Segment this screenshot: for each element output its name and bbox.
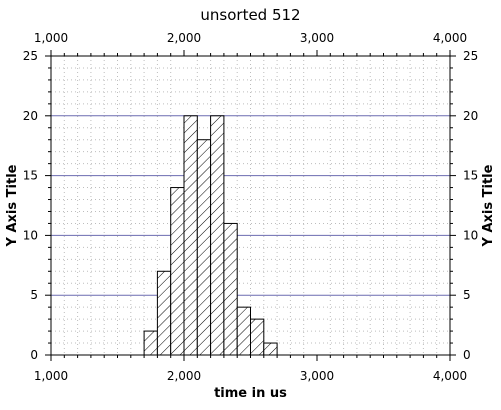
- x-tick-label-bottom: 1,000: [34, 369, 68, 383]
- x-tick-label-top: 2,000: [167, 31, 201, 45]
- histogram-bar: [170, 187, 185, 356]
- y-tick-label-right: 20: [463, 109, 478, 123]
- histogram-bar: [143, 330, 158, 356]
- y-tick-label-right: 10: [463, 228, 478, 242]
- y-axis-title-right: Y Axis Title: [481, 164, 496, 247]
- y-tick-label-left: 15: [23, 169, 38, 183]
- histogram-bar: [250, 318, 265, 356]
- histogram-bar: [236, 306, 251, 356]
- x-tick-label-bottom: 4,000: [433, 369, 467, 383]
- x-tick-label-top: 1,000: [34, 31, 68, 45]
- y-tick-label-left: 10: [23, 228, 38, 242]
- histogram-bar: [156, 270, 172, 356]
- y-tick-label-left: 20: [23, 109, 38, 123]
- y-tick-label-left: 25: [23, 49, 38, 63]
- x-tick-label-bottom: 2,000: [167, 369, 201, 383]
- y-tick-label-left: 5: [30, 288, 38, 302]
- x-tick-label-top: 3,000: [300, 31, 334, 45]
- histogram-bar: [196, 139, 212, 356]
- axes: [45, 50, 456, 361]
- histogram-bar: [263, 342, 278, 356]
- x-tick-label-bottom: 3,000: [300, 369, 334, 383]
- y-tick-label-left: 0: [30, 348, 38, 362]
- labels: 1,000 1,000 2,000 2,000 3,000 3,000 4,000 4,000…: [5, 6, 496, 401]
- grid: [51, 56, 450, 355]
- histogram-bar: [223, 222, 238, 356]
- x-axis-title: time in us: [214, 386, 287, 401]
- y-tick-label-right: 15: [463, 169, 478, 183]
- chart-title: unsorted 512: [200, 6, 300, 24]
- y-tick-label-right: 0: [463, 348, 471, 362]
- bars: [143, 115, 278, 356]
- y-tick-label-right: 5: [463, 288, 471, 302]
- plot-background: [51, 56, 450, 355]
- histogram-bar: [210, 115, 225, 356]
- histogram-bar: [183, 115, 198, 356]
- y-axis-title-left: Y Axis Title: [5, 164, 20, 247]
- y-tick-label-right: 25: [463, 49, 478, 63]
- x-tick-label-top: 4,000: [433, 31, 467, 45]
